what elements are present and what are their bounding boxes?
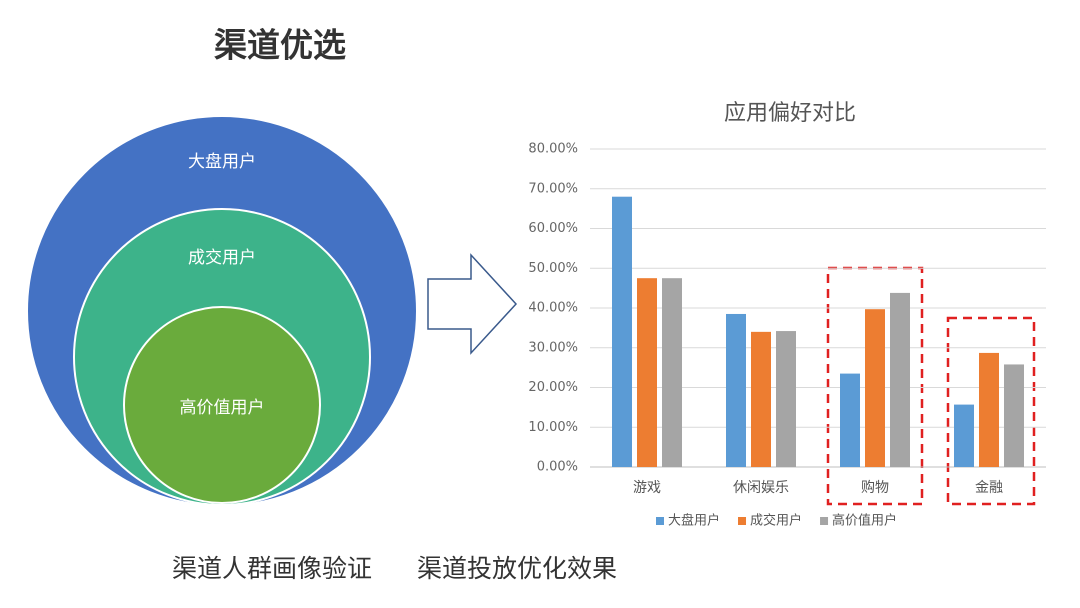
- x-tick-label: 休闲娱乐: [733, 480, 789, 496]
- y-tick-label: 0.00%: [537, 460, 578, 475]
- bar: [612, 196, 632, 467]
- legend-swatch: [656, 517, 664, 525]
- y-tick-label: 10.00%: [528, 420, 578, 435]
- legend-label: 高价值用户: [832, 513, 897, 529]
- legend-label: 成交用户: [750, 513, 802, 529]
- bar: [1004, 364, 1024, 467]
- y-tick-label: 50.00%: [528, 261, 578, 276]
- circle-label: 高价值用户: [180, 398, 265, 418]
- bar: [865, 309, 885, 467]
- chart: 0.00% 10.00% 20.00% 30.00% 40.00% 50.00% 60.00…: [528, 142, 1046, 529]
- arrow: [427, 253, 518, 355]
- y-tick-label: 80.00%: [528, 142, 578, 157]
- legend-swatch: [820, 517, 829, 525]
- y-tick-label: 70.00%: [528, 181, 578, 196]
- legend-label: 大盘用户: [668, 513, 720, 529]
- bar: [954, 404, 974, 467]
- x-tick-label: 金融: [975, 480, 1003, 496]
- x-tick-label: 游戏: [633, 480, 661, 496]
- circle-label: 成交用户: [188, 248, 256, 268]
- highlight-box: [946, 316, 1036, 506]
- bar: [726, 313, 746, 467]
- slide-title: 渠道优选: [214, 26, 346, 65]
- inner-circle: [123, 306, 321, 504]
- y-tick-label: 60.00%: [528, 221, 578, 236]
- bar: [890, 292, 910, 467]
- bar: [776, 331, 796, 467]
- bar: [637, 278, 657, 467]
- bar: [751, 331, 771, 467]
- bar: [840, 373, 860, 467]
- bar: [979, 352, 999, 467]
- y-tick-label: 30.00%: [528, 340, 578, 355]
- caption: 渠道投放优化效果: [417, 554, 617, 583]
- chart-title: 应用偏好对比: [724, 101, 856, 126]
- caption: 渠道人群画像验证: [172, 554, 372, 583]
- circle-label: 大盘用户: [188, 152, 256, 172]
- bar: [662, 278, 682, 467]
- legend-swatch: [738, 517, 747, 525]
- y-tick-label: 40.00%: [528, 301, 578, 316]
- x-tick-label: 购物: [861, 480, 889, 496]
- y-tick-label: 20.00%: [528, 380, 578, 395]
